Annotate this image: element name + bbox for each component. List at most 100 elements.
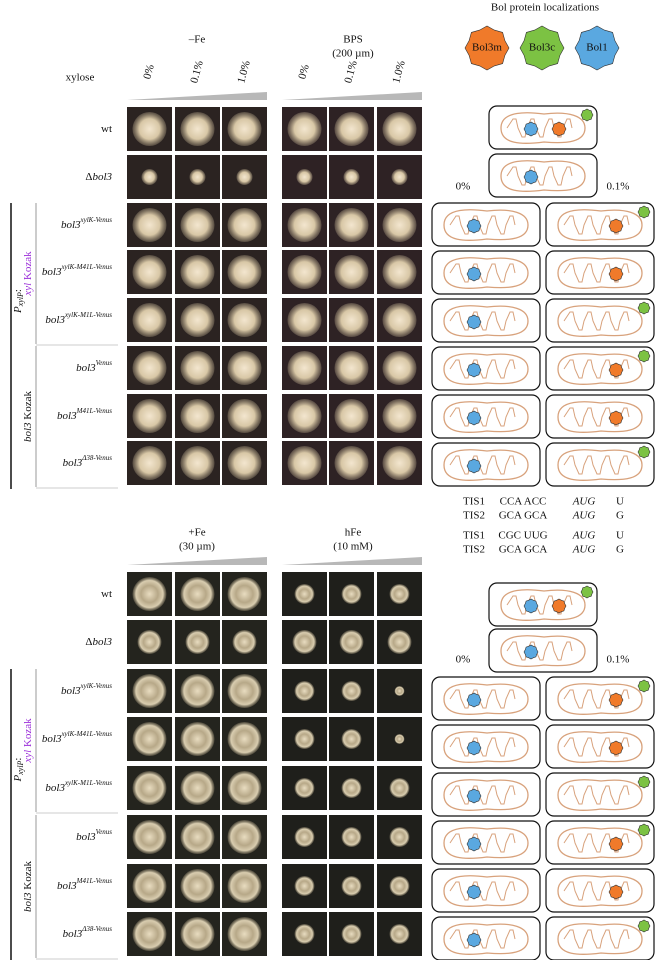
colony: [334, 112, 369, 146]
text-part: xylK-M1L-Venus: [64, 779, 112, 787]
diagram-label: 0%: [456, 654, 471, 666]
legend-title: Bol protein localizations: [491, 2, 599, 14]
text-part: Kozak: [22, 718, 34, 750]
colony: [180, 577, 215, 611]
bol1: [466, 314, 482, 330]
colony: [294, 729, 315, 749]
colony: [227, 722, 262, 756]
text-part: Venus: [96, 359, 113, 367]
text-part: Δ: [85, 636, 92, 648]
cristae: [449, 881, 516, 901]
colony: [227, 577, 262, 611]
text-part: bol3: [76, 831, 96, 843]
text-part: bol3: [63, 928, 83, 940]
bol1: [466, 884, 482, 900]
bol1: [466, 362, 482, 378]
cell-outline: [431, 772, 541, 817]
colony: [132, 255, 167, 289]
bol3m: [551, 121, 567, 137]
tis-next: U: [616, 496, 624, 508]
colony: [132, 917, 167, 951]
colony: [287, 446, 322, 480]
colony: [180, 399, 215, 433]
tis-name: TIS2: [463, 544, 485, 556]
tis-seq: GCA GCA: [499, 510, 548, 522]
colony: [227, 208, 262, 242]
mitochondrion: [500, 589, 586, 621]
group-label: xyl Kozak: [22, 251, 34, 297]
colony: [294, 584, 315, 604]
text-part: M41L-Venus: [76, 407, 113, 415]
colony: [132, 446, 167, 480]
mitochondrion: [443, 449, 529, 481]
text-part: bol3: [22, 422, 34, 442]
tis-start: AUG: [572, 510, 596, 522]
text-part: Kozak: [22, 860, 34, 892]
colony: [227, 255, 262, 289]
legend-shape: [519, 25, 565, 71]
mitochondrion: [557, 353, 643, 385]
bol3c: [637, 823, 651, 837]
colony: [382, 208, 417, 242]
condition-note: (10 mM): [333, 541, 373, 553]
cell-outline: [545, 676, 655, 721]
mitochondrion: [557, 731, 643, 763]
condition-note: (200 µm): [332, 48, 374, 60]
strain-label: Δbol3: [85, 171, 112, 183]
legend-label: Bol1: [586, 42, 607, 54]
bol3m: [608, 218, 624, 234]
colony: [341, 924, 362, 944]
mitochondrion: [443, 257, 529, 289]
strain-label: bol3Δ38-Venus: [63, 925, 113, 940]
bol3m: [608, 740, 624, 756]
bol1: [466, 788, 482, 804]
colony: [294, 876, 315, 896]
text-part: xylK-Venus: [80, 216, 113, 224]
colony: [132, 577, 167, 611]
colony: [387, 630, 412, 654]
colony: [287, 112, 322, 146]
colony: [287, 208, 322, 242]
text-part: xyl: [22, 283, 34, 297]
colony: [132, 351, 167, 385]
text-part: xylP: [16, 760, 25, 775]
cell-outline: [488, 628, 598, 673]
cristae: [449, 455, 516, 475]
cell-outline: [545, 250, 655, 295]
colony: [227, 112, 262, 146]
colony: [227, 869, 262, 903]
bol1: [466, 932, 482, 948]
colony: [137, 630, 162, 654]
bol3m: [551, 598, 567, 614]
tis-start: AUG: [572, 530, 596, 542]
text-part: P: [12, 306, 24, 314]
condition-label: +Fe: [188, 527, 205, 539]
colony: [341, 681, 362, 701]
cell-outline: [545, 724, 655, 769]
strain-label: bol3Δ38-Venus: [63, 454, 113, 469]
group-label: bol3 Kozak: [22, 390, 34, 442]
colony: [382, 399, 417, 433]
cell-outline: [431, 724, 541, 769]
colony: [389, 778, 410, 798]
text-part: Venus: [96, 828, 113, 836]
bol3c: [580, 585, 594, 599]
colony: [287, 351, 322, 385]
colony: [287, 303, 322, 337]
colony: [382, 446, 417, 480]
mitochondrion: [443, 875, 529, 907]
strain-label: bol3xylK-M41L-Venus: [42, 263, 112, 278]
colony: [227, 771, 262, 805]
colony: [394, 686, 405, 696]
diagram-label: 0.1%: [607, 181, 630, 193]
tis-next: G: [616, 544, 624, 556]
colony: [394, 734, 405, 744]
colony: [343, 169, 360, 185]
tis-seq: GCA GCA: [499, 544, 548, 556]
cell-outline: [431, 346, 541, 391]
cell-outline: [431, 298, 541, 343]
text-part: bol3: [63, 457, 83, 469]
colony: [141, 169, 158, 185]
mitochondrion: [557, 923, 643, 955]
colony: [227, 820, 262, 854]
